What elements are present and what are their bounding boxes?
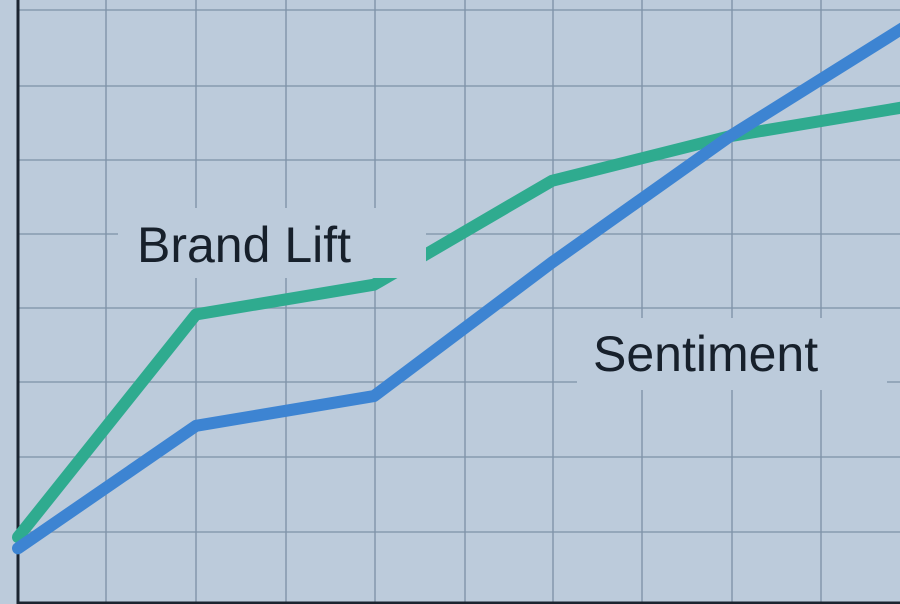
- series-line-sentiment: [12, 22, 900, 555]
- grid: [18, 0, 900, 604]
- series-label-sentiment-group: Sentiment: [577, 318, 887, 390]
- series-label-sentiment: Sentiment: [593, 326, 818, 382]
- series-label-brand-lift-background: [118, 208, 426, 278]
- series-label-sentiment-background: [577, 318, 887, 390]
- series-line-brand-lift: [12, 101, 900, 544]
- series-label-brand-lift: Brand Lift: [137, 217, 351, 273]
- series-label-brand-lift-group: Brand Lift: [118, 208, 426, 278]
